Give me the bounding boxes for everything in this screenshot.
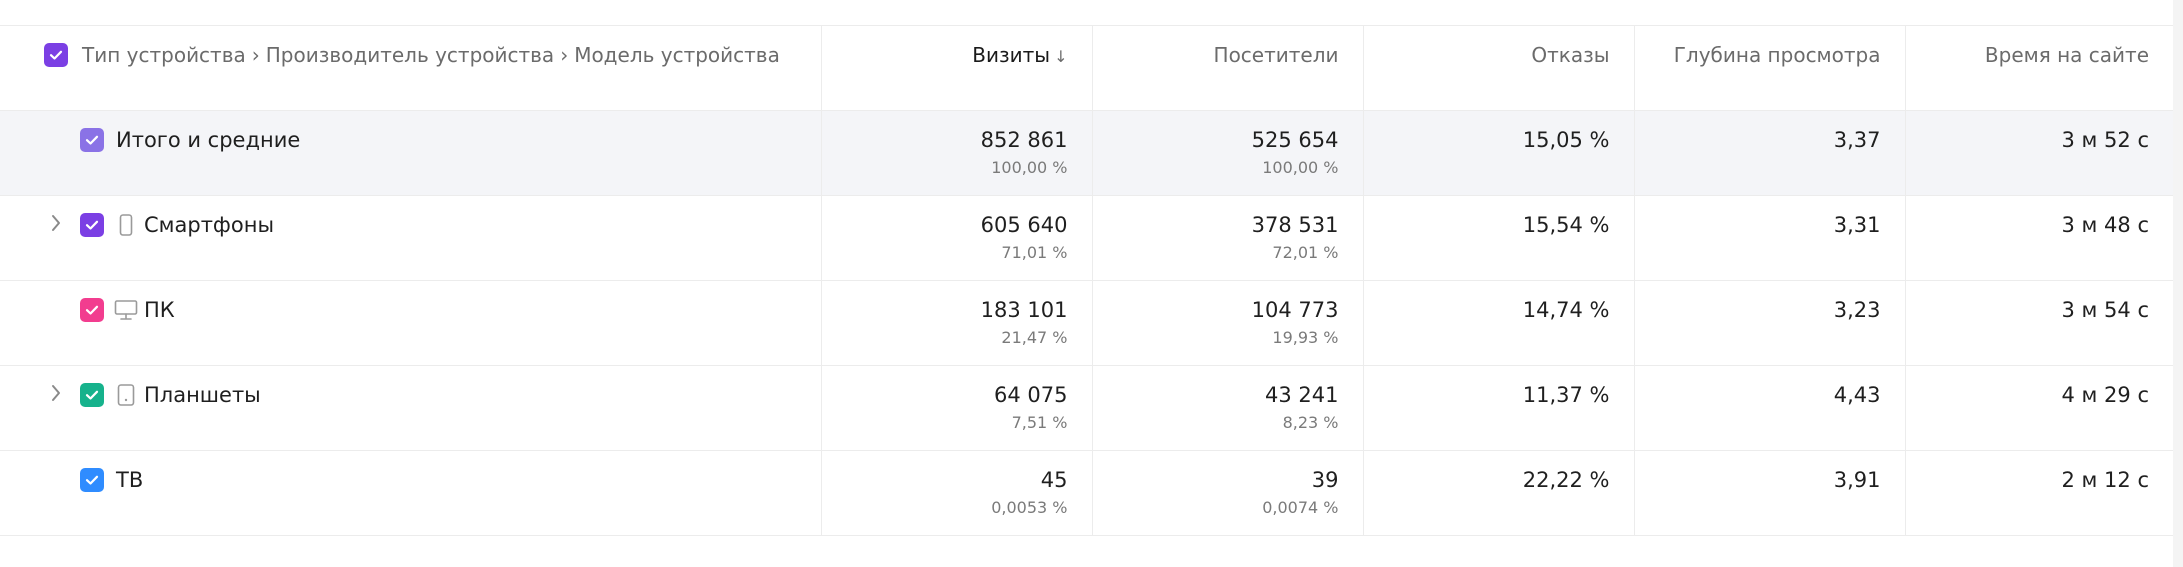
check-icon bbox=[85, 305, 99, 315]
visitors-value: 43 241 bbox=[1265, 382, 1339, 407]
check-icon bbox=[85, 390, 99, 400]
header-visits-label: Визиты bbox=[972, 43, 1051, 67]
breadcrumb-separator: › bbox=[560, 43, 569, 67]
time-value: 2 м 12 с bbox=[2061, 467, 2150, 492]
row-label: Итого и средние bbox=[116, 127, 301, 152]
visitors-value: 525 654 bbox=[1251, 127, 1339, 152]
header-bounce-label: Отказы bbox=[1531, 43, 1610, 67]
bounce-value: 15,05 % bbox=[1522, 127, 1610, 152]
header-select-all-checkbox[interactable] bbox=[44, 43, 68, 67]
time-value: 3 м 54 с bbox=[2061, 297, 2150, 322]
depth-value: 3,23 bbox=[1833, 297, 1881, 322]
visits-percent: 100,00 % bbox=[991, 157, 1068, 177]
check-icon bbox=[85, 220, 99, 230]
depth-value: 3,91 bbox=[1833, 467, 1881, 492]
time-value: 4 м 29 с bbox=[2061, 382, 2150, 407]
row-label: Смартфоны bbox=[144, 212, 275, 237]
header-visitors-label: Посетители bbox=[1213, 43, 1339, 67]
row-dimension: Смартфоны bbox=[0, 195, 821, 281]
table-row-tv: ТВ 45 0,0053 % 39 0,0074 % 22,22 % 3,91 2 … bbox=[0, 450, 2173, 536]
table-header: Тип устройства › Производитель устройств… bbox=[0, 26, 2173, 111]
visitors-percent: 0,0074 % bbox=[1262, 497, 1339, 517]
row-label: ТВ bbox=[116, 467, 144, 492]
row-checkbox[interactable] bbox=[80, 382, 104, 407]
visits-percent: 0,0053 % bbox=[991, 497, 1068, 517]
header-visitors[interactable]: Посетители bbox=[1091, 26, 1363, 111]
header-time[interactable]: Время на сайте bbox=[1904, 26, 2173, 111]
header-dimensions: Тип устройства › Производитель устройств… bbox=[0, 26, 821, 111]
bounce-value: 15,54 % bbox=[1522, 212, 1610, 237]
visitors-percent: 8,23 % bbox=[1282, 412, 1339, 432]
check-icon bbox=[85, 135, 99, 145]
visitors-value: 378 531 bbox=[1251, 212, 1339, 237]
header-depth[interactable]: Глубина просмотра bbox=[1633, 26, 1905, 111]
top-divider bbox=[0, 25, 2176, 26]
table-row-smartphones: Смартфоны 605 640 71,01 % 378 531 72,01 % … bbox=[0, 195, 2173, 281]
visitors-value: 39 bbox=[1311, 467, 1339, 492]
bounce-value: 11,37 % bbox=[1522, 382, 1610, 407]
check-icon bbox=[85, 475, 99, 485]
visitors-value: 104 773 bbox=[1251, 297, 1339, 322]
dimension-model[interactable]: Модель устройства bbox=[574, 43, 780, 67]
visits-percent: 21,47 % bbox=[1001, 327, 1068, 347]
time-value: 3 м 48 с bbox=[2061, 212, 2150, 237]
check-icon bbox=[49, 50, 63, 60]
row-label: Планшеты bbox=[144, 382, 261, 407]
header-time-label: Время на сайте bbox=[1984, 43, 2149, 67]
visits-value: 605 640 bbox=[980, 212, 1068, 237]
visits-percent: 71,01 % bbox=[1001, 242, 1068, 262]
table-row-tablets: Планшеты 64 075 7,51 % 43 241 8,23 % 11,37… bbox=[0, 365, 2173, 451]
dimension-manufacturer[interactable]: Производитель устройства bbox=[265, 43, 555, 67]
expand-chevron-icon[interactable] bbox=[40, 213, 72, 237]
desktop-icon bbox=[112, 299, 140, 321]
header-visits[interactable]: Визиты ↓ bbox=[820, 26, 1092, 111]
row-dimension: Итого и средние bbox=[0, 110, 821, 196]
visits-value: 64 075 bbox=[994, 382, 1068, 407]
bounce-value: 14,74 % bbox=[1522, 297, 1610, 322]
visits-value: 183 101 bbox=[980, 297, 1068, 322]
time-value: 3 м 52 с bbox=[2061, 127, 2150, 152]
expand-chevron-icon[interactable] bbox=[40, 383, 72, 407]
visits-value: 852 861 bbox=[980, 127, 1068, 152]
row-checkbox[interactable] bbox=[80, 127, 104, 152]
row-checkbox[interactable] bbox=[80, 297, 104, 322]
depth-value: 4,43 bbox=[1833, 382, 1881, 407]
row-checkbox[interactable] bbox=[80, 467, 104, 492]
visits-percent: 7,51 % bbox=[1011, 412, 1068, 432]
depth-value: 3,31 bbox=[1833, 212, 1881, 237]
header-bounce[interactable]: Отказы bbox=[1362, 26, 1634, 111]
table-row-pc: ПК 183 101 21,47 % 104 773 19,93 % 14,74 %… bbox=[0, 280, 2173, 366]
table-row-total: Итого и средние 852 861 100,00 % 525 654 1… bbox=[0, 110, 2173, 196]
row-label: ПК bbox=[144, 297, 175, 322]
header-depth-label: Глубина просмотра bbox=[1673, 43, 1881, 67]
visits-value: 45 bbox=[1040, 467, 1068, 492]
row-dimension: ТВ bbox=[0, 450, 821, 536]
dimension-type[interactable]: Тип устройства bbox=[82, 43, 246, 67]
visitors-percent: 72,01 % bbox=[1272, 242, 1339, 262]
visitors-percent: 19,93 % bbox=[1272, 327, 1339, 347]
vertical-scrollbar[interactable] bbox=[2173, 0, 2183, 567]
report-table: Тип устройства › Производитель устройств… bbox=[0, 26, 2173, 536]
breadcrumb-separator: › bbox=[251, 43, 260, 67]
sort-desc-icon: ↓ bbox=[1054, 47, 1068, 66]
visitors-percent: 100,00 % bbox=[1262, 157, 1339, 177]
row-dimension: ПК bbox=[0, 280, 821, 366]
bounce-value: 22,22 % bbox=[1522, 467, 1610, 492]
depth-value: 3,37 bbox=[1833, 127, 1881, 152]
smartphone-icon bbox=[112, 213, 140, 236]
row-dimension: Планшеты bbox=[0, 365, 821, 451]
tablet-icon bbox=[112, 383, 140, 406]
row-checkbox[interactable] bbox=[80, 212, 104, 237]
